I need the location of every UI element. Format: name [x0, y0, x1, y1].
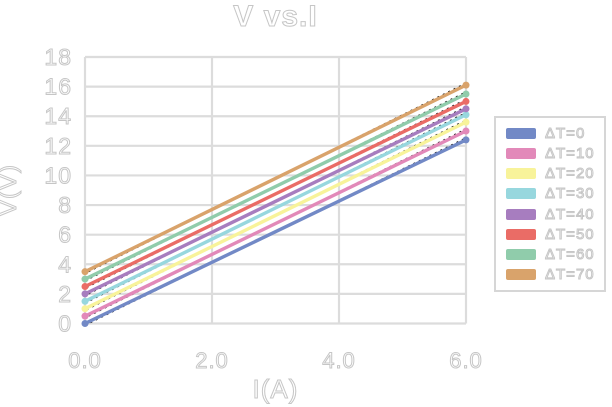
legend-item: ΔT=20 — [506, 165, 600, 183]
series-marker-5 — [81, 282, 89, 290]
legend-swatch — [506, 208, 536, 220]
legend-swatch — [506, 127, 536, 139]
series-marker-1 — [81, 312, 89, 320]
legend-label: ΔT=10 — [545, 144, 595, 162]
legend-box: ΔT=0 ΔT=10 ΔT=20 ΔT=30 ΔT=40 ΔT=50 ΔT=60 ΔT=70 — [494, 116, 606, 292]
series-line-2 — [83, 120, 468, 311]
legend-swatch — [506, 269, 536, 281]
y-tick-label: 12 — [44, 133, 72, 159]
legend-label: ΔT=60 — [545, 246, 595, 264]
legend-item: ΔT=0 — [506, 124, 600, 142]
legend-label: ΔT=70 — [545, 266, 595, 284]
x-tick-label: 6.0 — [449, 348, 483, 373]
y-tick-label: 2 — [58, 281, 72, 307]
legend-swatch — [506, 249, 536, 261]
legend-label: ΔT=30 — [545, 185, 595, 203]
series-marker-0 — [462, 136, 470, 144]
x-tick-label: 2.0 — [195, 348, 229, 373]
legend-label: ΔT=0 — [544, 124, 586, 142]
series-marker-1 — [462, 127, 470, 135]
series-line-5 — [83, 99, 468, 289]
series-marker-3 — [462, 111, 470, 119]
legend-swatch — [506, 168, 536, 180]
legend-label: ΔT=50 — [545, 225, 595, 243]
y-tick-label: 0 — [58, 311, 72, 337]
y-tick-label: 10 — [44, 162, 72, 188]
series-line-4 — [83, 107, 468, 296]
x-axis-title: I(A) — [253, 374, 299, 404]
legend-label: ΔT=40 — [545, 205, 595, 223]
series-line-6 — [83, 92, 468, 281]
series-marker-6 — [462, 90, 470, 98]
legend-swatch — [506, 188, 536, 200]
legend-item: ΔT=30 — [506, 185, 600, 203]
series-line-1 — [83, 129, 468, 318]
series-marker-3 — [81, 297, 89, 305]
series-line-7 — [83, 83, 468, 274]
legend-item: ΔT=10 — [506, 144, 600, 162]
series-marker-4 — [81, 290, 89, 298]
y-tick-label: 8 — [58, 192, 72, 218]
legend-swatch — [506, 228, 536, 240]
y-tick-label: 6 — [58, 222, 72, 248]
series-marker-2 — [462, 118, 470, 126]
series-marker-0 — [81, 320, 89, 327]
x-tick-label: 4.0 — [322, 348, 356, 373]
chart-title: V vs.I — [233, 0, 318, 34]
y-tick-label: 18 — [44, 44, 72, 70]
legend-item: ΔT=60 — [506, 246, 600, 264]
series-marker-4 — [462, 105, 470, 113]
y-tick-label: 14 — [44, 103, 72, 129]
series-line-0 — [83, 138, 468, 326]
series-marker-5 — [462, 97, 470, 105]
y-tick-label: 16 — [44, 74, 72, 100]
series-line-3 — [83, 113, 468, 303]
x-tick-label: 0.0 — [68, 348, 102, 373]
series-marker-6 — [81, 275, 89, 283]
legend-item: ΔT=40 — [506, 205, 600, 223]
y-axis-title: V(V) — [0, 164, 22, 216]
series-marker-7 — [81, 268, 89, 276]
y-tick-label: 4 — [58, 251, 72, 277]
legend-item: ΔT=50 — [506, 225, 600, 243]
legend-item: ΔT=70 — [506, 266, 600, 284]
legend-label: ΔT=20 — [545, 165, 595, 183]
series-marker-2 — [81, 305, 89, 313]
series-marker-7 — [462, 81, 470, 89]
legend-swatch — [506, 147, 536, 159]
